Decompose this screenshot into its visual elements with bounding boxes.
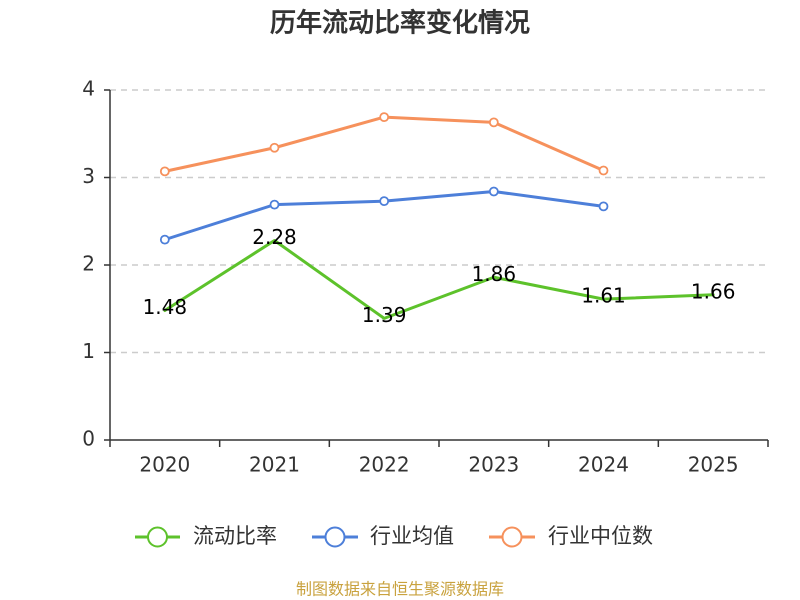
grid-lines xyxy=(110,89,768,354)
data-point xyxy=(269,199,280,210)
data-label: 1.48 xyxy=(143,295,188,319)
legend-label: 流动比率 xyxy=(193,524,277,548)
legend-label: 行业中位数 xyxy=(548,524,653,548)
data-point xyxy=(598,165,609,176)
data-point xyxy=(159,234,170,245)
data-label: 1.66 xyxy=(691,279,736,303)
x-tick-label: 2023 xyxy=(468,453,519,477)
legend: 流动比率 行业均值 行业中位数 xyxy=(135,524,653,548)
series-layer xyxy=(159,112,715,320)
data-label: 1.39 xyxy=(362,303,407,327)
x-tick-label: 2025 xyxy=(688,453,739,477)
y-tick-label: 3 xyxy=(82,164,95,188)
y-tick-label: 2 xyxy=(82,252,95,276)
legend-circle-icon xyxy=(324,526,346,548)
data-point xyxy=(379,112,390,123)
legend-item-current-ratio[interactable]: 流动比率 xyxy=(135,524,277,548)
data-label: 2.28 xyxy=(252,225,297,249)
data-point xyxy=(379,196,390,207)
series-line-2 xyxy=(163,115,605,173)
data-label: 1.86 xyxy=(472,262,517,286)
data-point xyxy=(159,166,170,177)
axes: 0 1 2 3 4 2020 2021 2022 2023 2024 2025 xyxy=(82,77,769,477)
series-line-0 xyxy=(163,239,715,320)
y-tick-label: 0 xyxy=(82,427,95,451)
legend-item-industry-median[interactable]: 行业中位数 xyxy=(489,524,653,548)
x-tick-label: 2024 xyxy=(578,453,629,477)
legend-item-industry-mean[interactable]: 行业均值 xyxy=(312,524,454,548)
x-tick-label: 2021 xyxy=(249,453,300,477)
data-point xyxy=(598,201,609,212)
legend-circle-icon xyxy=(147,526,168,548)
data-point xyxy=(488,186,499,197)
legend-label: 行业均值 xyxy=(370,524,454,548)
x-tick-label: 2022 xyxy=(359,453,410,477)
source-footer: 制图数据来自恒生聚源数据库 xyxy=(296,580,504,599)
data-point xyxy=(488,117,499,128)
data-point xyxy=(269,142,280,153)
y-tick-label: 1 xyxy=(82,339,95,363)
chart-title: 历年流动比率变化情况 xyxy=(270,8,530,39)
data-label: 1.61 xyxy=(581,284,626,308)
y-tick-label: 4 xyxy=(82,77,95,101)
data-labels: 1.48 2.28 1.39 1.86 1.61 1.66 xyxy=(143,225,736,327)
x-tick-label: 2020 xyxy=(139,453,190,477)
legend-circle-icon xyxy=(501,526,523,548)
